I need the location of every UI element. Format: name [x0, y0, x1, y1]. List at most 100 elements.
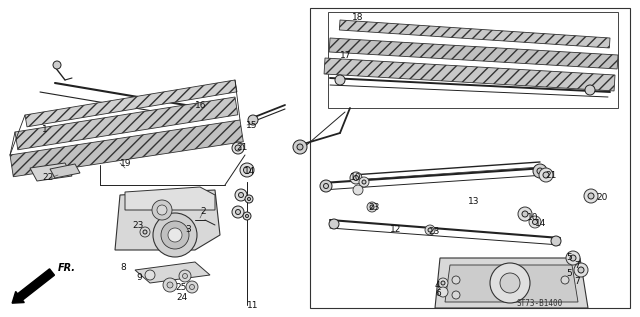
Circle shape — [246, 215, 248, 217]
Polygon shape — [10, 120, 243, 177]
Circle shape — [297, 144, 303, 150]
Text: 23: 23 — [428, 228, 440, 236]
Circle shape — [143, 230, 147, 234]
Text: 21: 21 — [545, 171, 556, 179]
Circle shape — [570, 255, 576, 261]
Text: 1: 1 — [42, 126, 48, 134]
Circle shape — [152, 200, 172, 220]
Circle shape — [532, 219, 538, 224]
Polygon shape — [329, 38, 618, 69]
Polygon shape — [25, 80, 237, 127]
Circle shape — [240, 163, 254, 177]
Circle shape — [500, 273, 520, 293]
Polygon shape — [125, 187, 215, 210]
Circle shape — [145, 270, 155, 280]
Text: 14: 14 — [535, 219, 547, 229]
Circle shape — [518, 207, 532, 221]
Circle shape — [425, 225, 435, 235]
Circle shape — [243, 212, 251, 220]
Circle shape — [441, 281, 445, 285]
Polygon shape — [30, 163, 72, 181]
Circle shape — [543, 172, 549, 178]
Circle shape — [452, 291, 460, 299]
Text: 16: 16 — [195, 100, 207, 109]
Circle shape — [167, 282, 173, 288]
Circle shape — [561, 276, 569, 284]
Circle shape — [232, 142, 244, 154]
Circle shape — [235, 145, 241, 151]
Circle shape — [245, 195, 253, 203]
Circle shape — [452, 276, 460, 284]
Circle shape — [235, 189, 247, 201]
Circle shape — [53, 61, 61, 69]
Circle shape — [232, 206, 244, 218]
Text: 18: 18 — [352, 14, 364, 23]
Text: 21: 21 — [236, 144, 248, 152]
Circle shape — [537, 168, 543, 174]
Circle shape — [239, 192, 243, 197]
Text: 8: 8 — [120, 262, 125, 271]
Polygon shape — [50, 164, 80, 178]
Text: 4: 4 — [435, 281, 440, 289]
Circle shape — [522, 211, 528, 217]
Circle shape — [293, 140, 307, 154]
Circle shape — [566, 251, 580, 265]
Circle shape — [323, 184, 328, 189]
Circle shape — [362, 180, 366, 184]
Circle shape — [584, 189, 598, 203]
Text: 3: 3 — [185, 225, 191, 235]
Circle shape — [438, 287, 448, 297]
Circle shape — [529, 216, 541, 228]
Text: 10: 10 — [527, 214, 538, 223]
Polygon shape — [324, 58, 615, 91]
Circle shape — [168, 228, 182, 242]
Text: ST73-B1400: ST73-B1400 — [517, 299, 563, 308]
Polygon shape — [135, 262, 210, 283]
Circle shape — [161, 221, 189, 249]
Circle shape — [367, 202, 377, 212]
Text: 6: 6 — [435, 288, 441, 297]
Circle shape — [186, 281, 198, 293]
Circle shape — [370, 205, 374, 209]
Circle shape — [182, 274, 188, 279]
Circle shape — [163, 278, 177, 292]
FancyArrow shape — [12, 269, 54, 303]
Text: 7: 7 — [574, 277, 580, 287]
Text: 7: 7 — [574, 262, 580, 270]
Circle shape — [551, 236, 561, 246]
Text: 20: 20 — [596, 192, 607, 202]
Text: 10: 10 — [350, 172, 362, 182]
Circle shape — [329, 219, 339, 229]
Circle shape — [153, 213, 197, 257]
Circle shape — [320, 180, 332, 192]
Circle shape — [353, 176, 358, 180]
Circle shape — [539, 168, 553, 182]
Text: 14: 14 — [244, 167, 255, 177]
Circle shape — [140, 227, 150, 237]
Circle shape — [248, 115, 258, 125]
Circle shape — [350, 172, 362, 184]
Circle shape — [236, 210, 241, 215]
Text: 5: 5 — [566, 269, 572, 279]
Text: 2: 2 — [200, 208, 205, 217]
Text: 23: 23 — [368, 204, 380, 212]
Polygon shape — [115, 190, 220, 250]
Circle shape — [243, 166, 250, 173]
Text: 17: 17 — [340, 50, 351, 60]
Text: 15: 15 — [246, 120, 257, 130]
Circle shape — [189, 284, 195, 289]
Polygon shape — [339, 20, 610, 48]
Text: 5: 5 — [566, 254, 572, 262]
Polygon shape — [435, 258, 588, 308]
Text: 11: 11 — [247, 301, 259, 309]
Circle shape — [179, 270, 191, 282]
Text: 24: 24 — [176, 294, 188, 302]
Text: 22: 22 — [42, 173, 53, 183]
Circle shape — [335, 75, 345, 85]
Text: 13: 13 — [468, 197, 479, 205]
Circle shape — [438, 278, 448, 288]
Text: 19: 19 — [120, 158, 131, 167]
Circle shape — [574, 263, 588, 277]
Circle shape — [353, 185, 363, 195]
Text: FR.: FR. — [58, 263, 76, 273]
